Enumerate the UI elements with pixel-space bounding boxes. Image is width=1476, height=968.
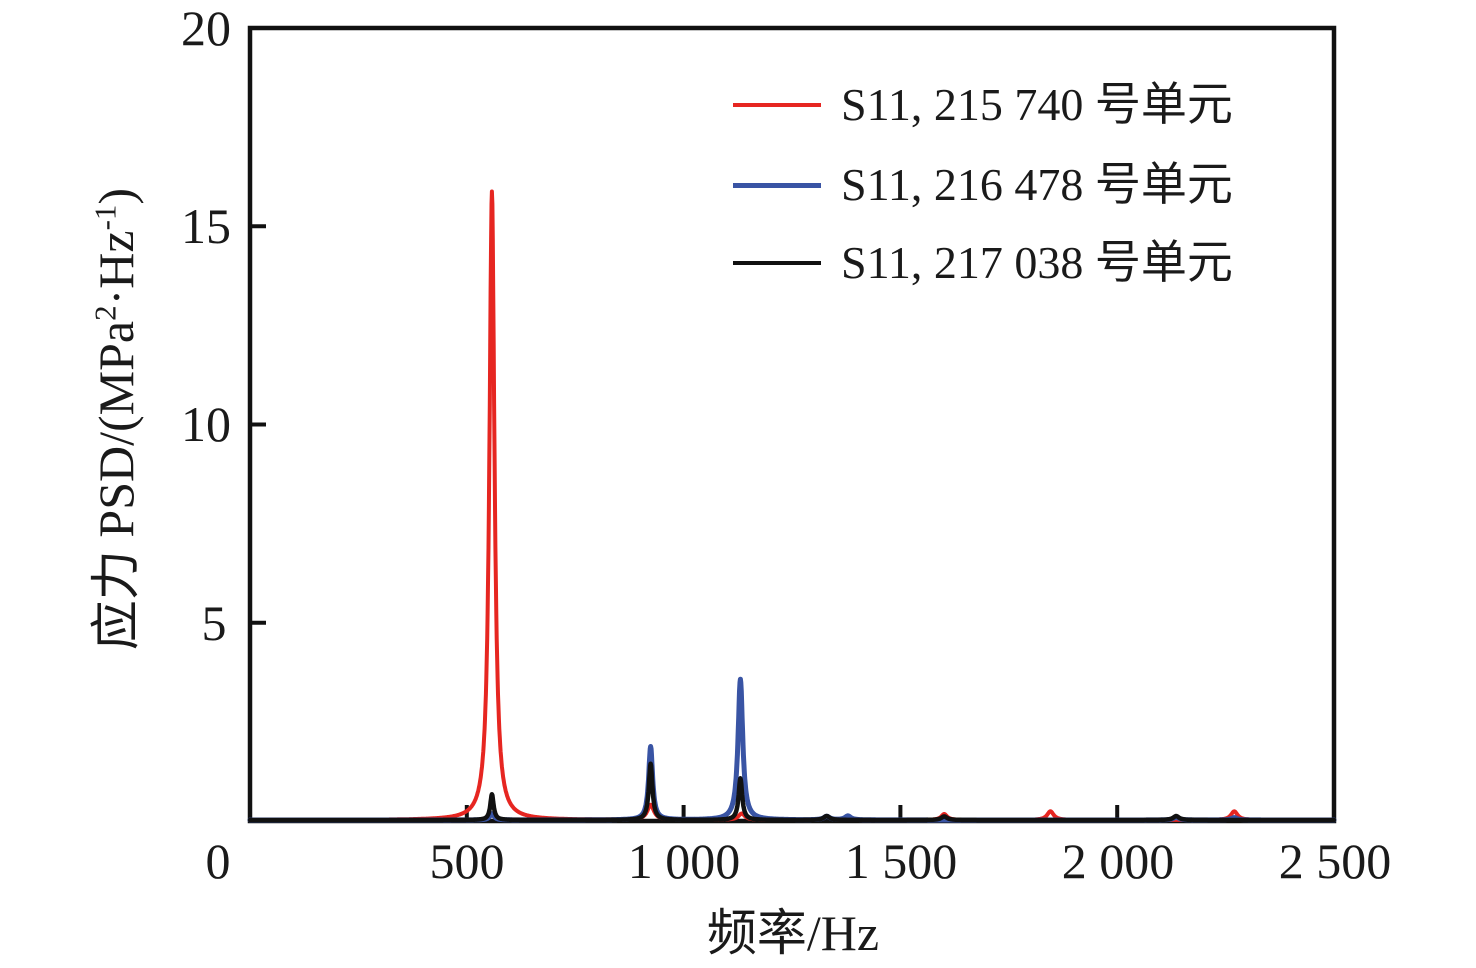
- y-tick-label-20: 20: [181, 0, 231, 56]
- series-line-2: [247, 761, 1337, 823]
- legend-item-216478: S11, 216 478 号单元: [733, 153, 1233, 217]
- legend-line-black: [733, 260, 821, 266]
- y-axis-title-text: 应力 PSD/(MPa: [88, 320, 144, 651]
- x-tick-label-500: 500: [429, 833, 505, 889]
- x-axis-title: 频率/Hz: [706, 905, 880, 961]
- x-tick-label-1000: 1 000: [627, 833, 741, 889]
- y-tick-label-10: 10: [181, 396, 231, 452]
- x-tick-label-2500: 2 500: [1278, 833, 1392, 889]
- plot-frame: [247, 25, 1337, 824]
- legend-line-red: [733, 103, 821, 107]
- y-axis-title-mid: ·Hz: [88, 230, 144, 306]
- y-axis-title-close: ): [88, 187, 144, 205]
- y-axis-title: 应力 PSD/(MPa2·Hz-1): [87, 0, 144, 869]
- y-axis-title-sup-2: 2: [87, 305, 123, 321]
- legend-item-217038: S11, 217 038 号单元: [733, 231, 1233, 295]
- y-axis-title-sup-m1: -1: [87, 204, 123, 231]
- legend-label: S11, 217 038 号单元: [841, 237, 1233, 288]
- legend-line-blue: [733, 182, 821, 188]
- legend-item-215740: S11, 215 740 号单元: [733, 73, 1233, 137]
- legend-label: S11, 215 740 号单元: [841, 79, 1233, 130]
- x-tick-label-2000: 2 000: [1061, 833, 1175, 889]
- origin-tick-label: 0: [205, 833, 231, 889]
- series-line-1: [247, 676, 1337, 823]
- y-tick-label-15: 15: [181, 198, 231, 254]
- x-tick-label-1500: 1 500: [844, 833, 958, 889]
- legend-label: S11, 216 478 号单元: [841, 159, 1233, 210]
- y-tick-label-5: 5: [201, 595, 227, 651]
